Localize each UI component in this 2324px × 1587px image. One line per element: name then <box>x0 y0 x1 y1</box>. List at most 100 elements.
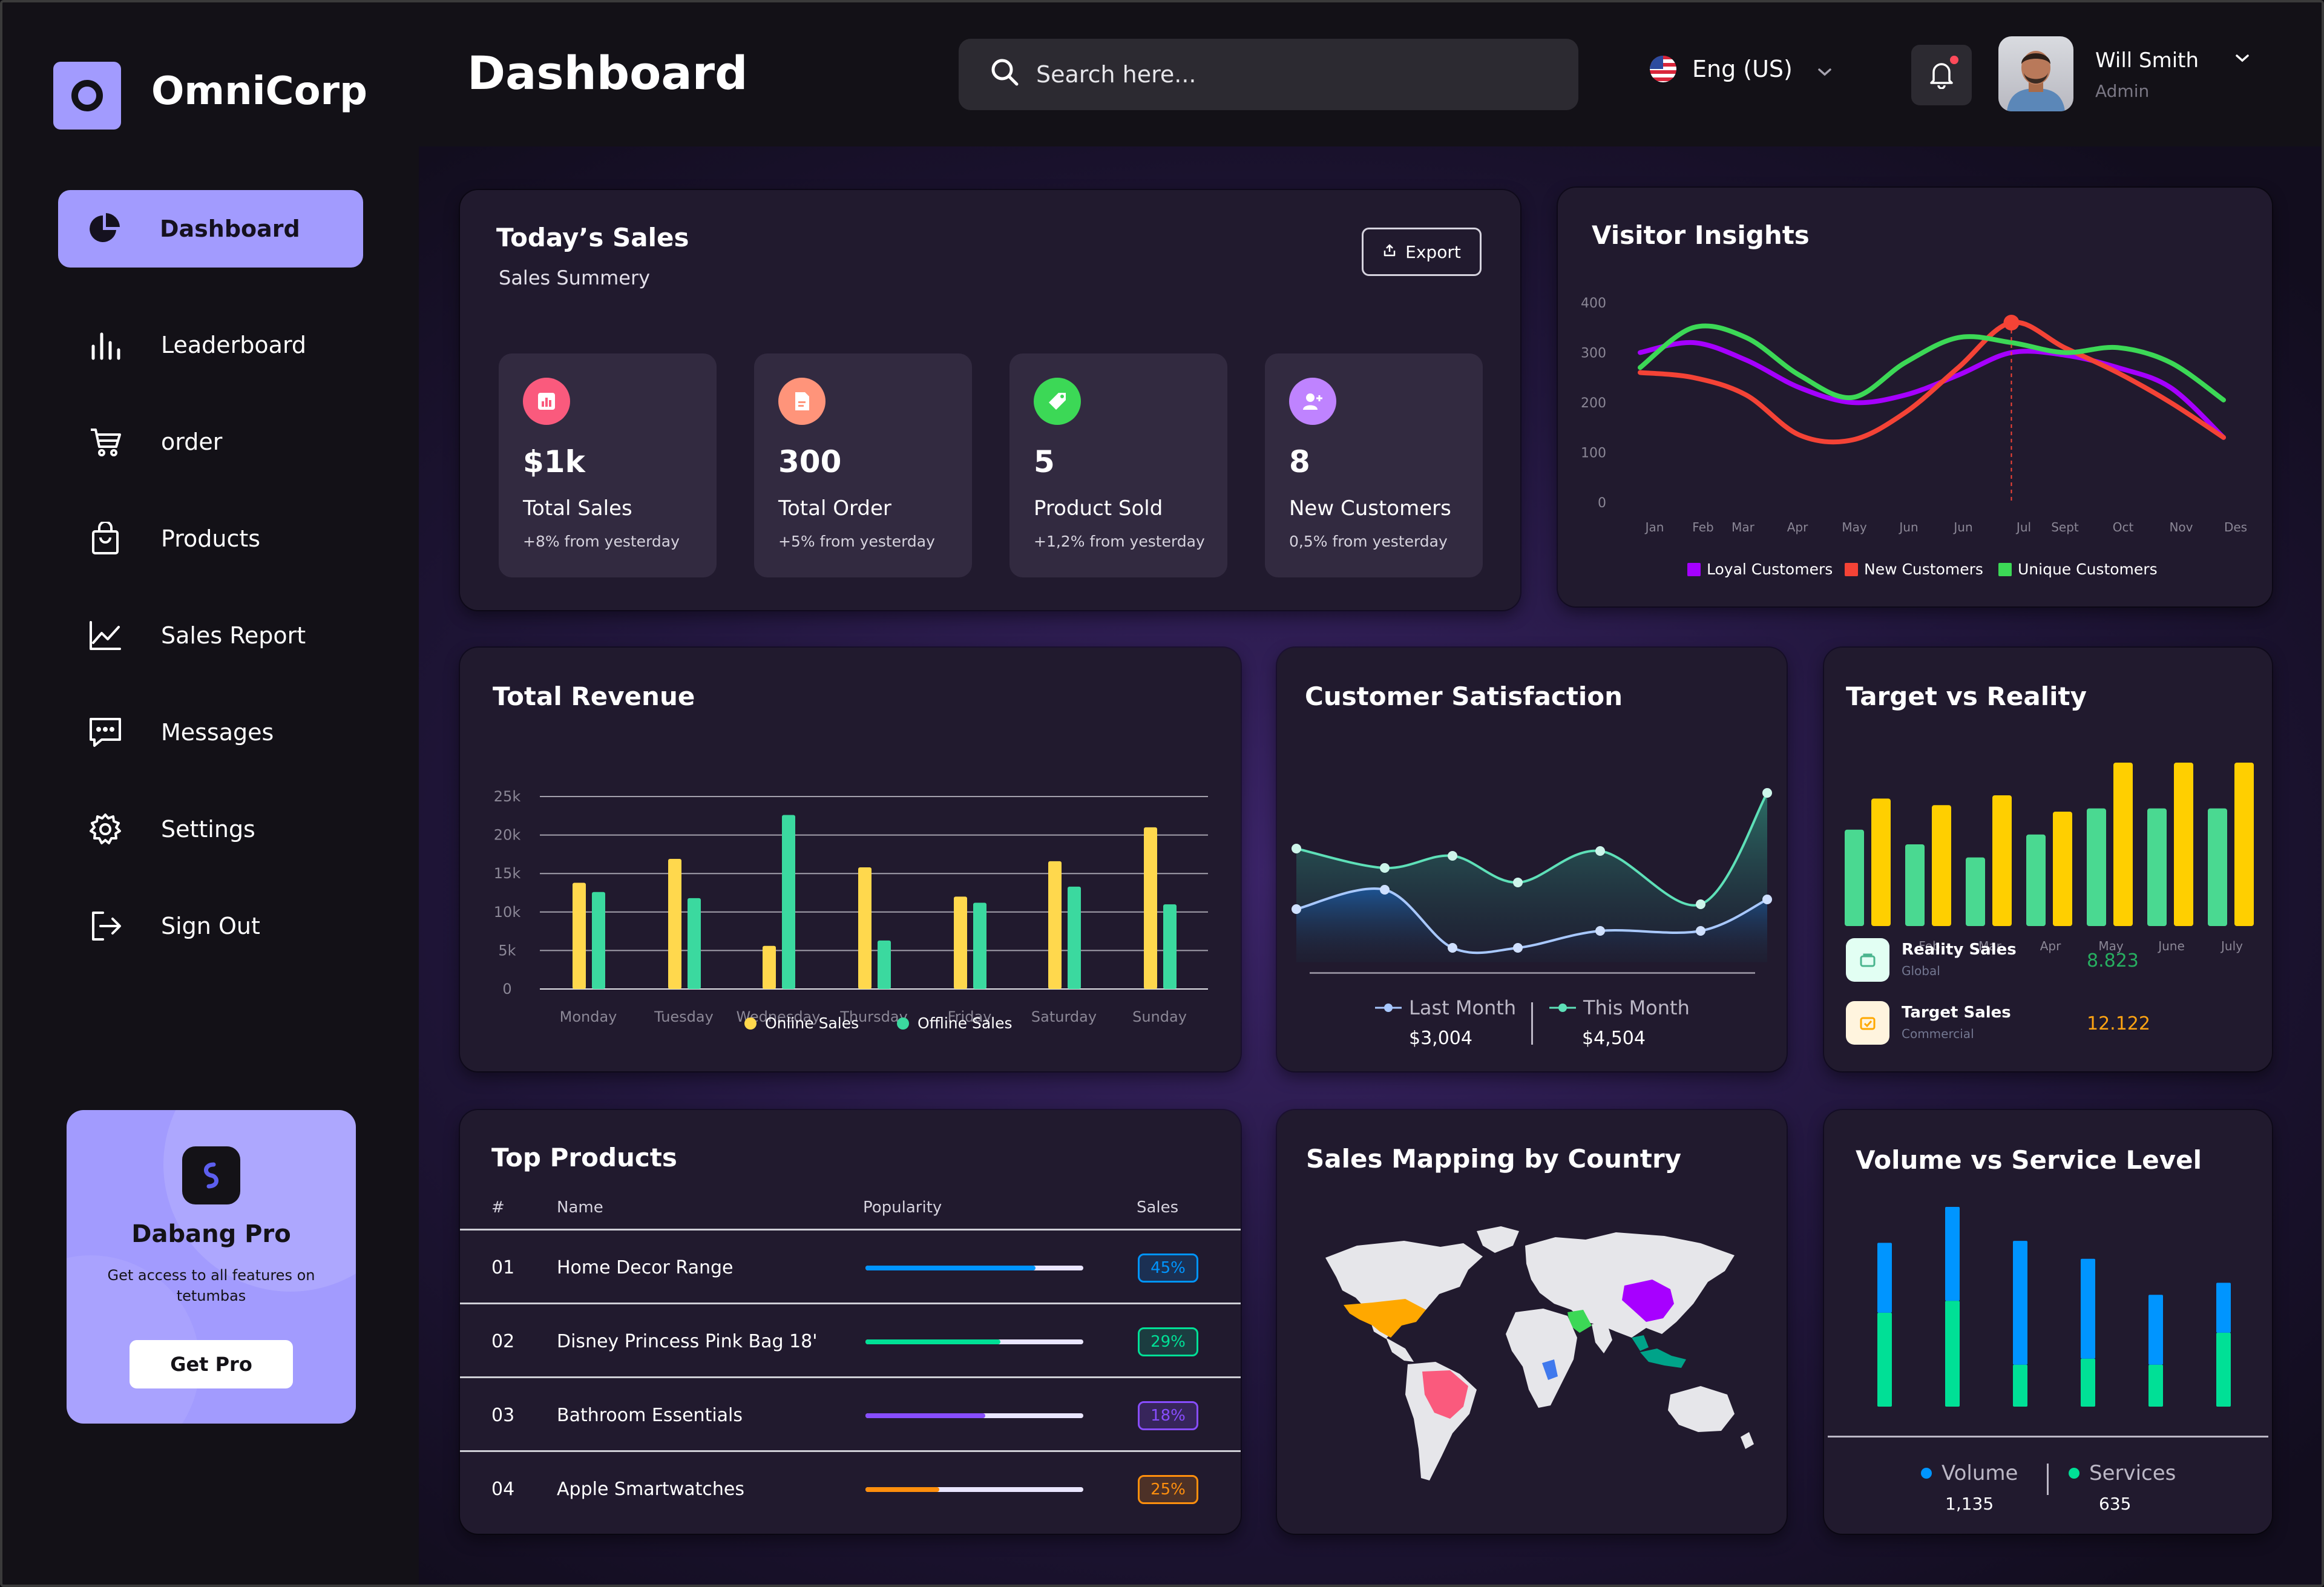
sidebar-item-label: Messages <box>161 719 274 746</box>
stat-change: 0,5% from yesterday <box>1289 533 1448 550</box>
bar <box>1144 827 1157 989</box>
data-point <box>1513 943 1523 953</box>
bar <box>1068 886 1081 989</box>
popularity-bar <box>865 1266 1083 1270</box>
y-tick-label: 25k <box>494 788 521 805</box>
search-input[interactable]: Search here... <box>959 39 1578 110</box>
user-role: Admin <box>2095 81 2150 101</box>
popularity-fill <box>865 1487 940 1492</box>
notifications-button[interactable] <box>1911 45 1972 105</box>
x-tick-label: Tuesday <box>654 1008 714 1025</box>
column-header: Popularity <box>863 1198 942 1217</box>
promo-card: Dabang Pro Get access to all features on… <box>67 1110 356 1424</box>
bar-chart-icon <box>87 327 123 363</box>
card-subtitle: Sales Summery <box>499 266 651 289</box>
row-number: 04 <box>491 1479 515 1500</box>
popularity-fill <box>865 1339 1001 1344</box>
language-selector[interactable]: Eng (US) <box>1650 56 1833 82</box>
stat-tile: 8 New Customers 0,5% from yesterday <box>1265 353 1483 577</box>
y-tick-label: 100 <box>1581 446 1606 461</box>
bar <box>1845 829 1864 926</box>
x-tick-label: Sept <box>2051 520 2079 534</box>
legend-item: New Customers <box>1845 560 1983 578</box>
stat-change: +1,2% from yesterday <box>1034 533 1205 550</box>
stat-value: 300 <box>778 444 842 479</box>
sidebar-item-label: Leaderboard <box>161 332 307 358</box>
card-title: Volume vs Service Level <box>1856 1145 2202 1175</box>
chevron-down-icon <box>1817 56 1833 82</box>
bar <box>1992 795 2012 926</box>
chart-icon <box>523 378 570 425</box>
table-row[interactable]: 04 Apple Smartwatches 25% <box>460 1450 1241 1523</box>
bar <box>973 902 986 989</box>
stat-label: Total Order <box>778 496 891 521</box>
sidebar-item-label: order <box>161 429 223 455</box>
page-title: Dashboard <box>467 46 748 100</box>
x-tick-label: Nov <box>2169 520 2193 534</box>
greenland-region <box>1477 1226 1519 1253</box>
x-tick-label: June <box>2157 939 2185 953</box>
visitor-insights-chart: 400 300 200 100 0 Jan Feb Mar Apr May Jun Jun Jul Sep… <box>1581 296 2247 534</box>
bar <box>2026 834 2046 926</box>
bar-services <box>1945 1301 1960 1407</box>
card-title: Visitor Insights <box>1592 220 1810 250</box>
bar <box>763 945 776 989</box>
legend-item: Unique Customers <box>1998 560 2158 578</box>
sidebar-item-messages[interactable]: Messages <box>58 694 363 771</box>
sidebar-item-settings[interactable]: Settings <box>58 790 363 868</box>
legend-label: Unique Customers <box>2018 560 2158 578</box>
stat-change: +5% from yesterday <box>778 533 935 550</box>
avatar[interactable] <box>1998 36 2073 111</box>
export-button[interactable]: Export <box>1362 228 1482 276</box>
table-row[interactable]: 03 Bathroom Essentials 18% <box>460 1376 1241 1449</box>
australia-region <box>1668 1386 1735 1432</box>
sales-badge: 45% <box>1138 1254 1198 1283</box>
sidebar-item-label: Dashboard <box>160 215 300 242</box>
legend-label: New Customers <box>1864 560 1983 578</box>
y-tick-label: 10k <box>494 904 521 921</box>
cart-icon <box>87 424 123 460</box>
china-region <box>1622 1280 1674 1322</box>
table-row[interactable]: 01 Home Decor Range 45% <box>460 1229 1241 1301</box>
volume-service-card: Volume vs Service Level Volume 1,135 Ser… <box>1824 1110 2272 1534</box>
export-icon <box>1382 242 1397 262</box>
x-tick-label: Jun <box>1952 520 1972 534</box>
document-icon <box>778 378 826 425</box>
sidebar-item-sales-report[interactable]: Sales Report <box>58 597 363 674</box>
last-month-value: $3,004 <box>1409 1028 1472 1049</box>
bar-services <box>2148 1364 2163 1407</box>
bar <box>1871 798 1891 926</box>
popularity-bar <box>865 1413 1083 1418</box>
legend-label: Offline Sales <box>917 1014 1013 1032</box>
sales-mapping-card: Sales Mapping by Country <box>1277 1110 1787 1534</box>
sidebar-item-dashboard[interactable]: Dashboard <box>58 190 363 268</box>
bar <box>878 940 891 989</box>
sidebar-item-order[interactable]: order <box>58 403 363 481</box>
bar-services <box>2216 1332 2231 1407</box>
x-tick-label: Jan <box>1644 520 1664 534</box>
stat-label: New Customers <box>1289 496 1451 521</box>
todays-sales-card: Today’s Sales Sales Summery Export $1k T… <box>460 190 1520 610</box>
sidebar-item-label: Sales Report <box>161 622 306 649</box>
sidebar-item-sign-out[interactable]: Sign Out <box>58 887 363 965</box>
divider <box>1310 972 1755 974</box>
x-tick-label: Jul <box>2015 520 2031 534</box>
popularity-fill <box>865 1266 1036 1270</box>
customer-satisfaction-card: Customer Satisfaction Last Month $3,004 … <box>1277 648 1787 1071</box>
stat-label: Product Sold <box>1034 496 1163 521</box>
sidebar-item-leaderboard[interactable]: Leaderboard <box>58 306 363 384</box>
table-row[interactable]: 02 Disney Princess Pink Bag 18' 29% <box>460 1303 1241 1375</box>
sidebar-item-products[interactable]: Products <box>58 500 363 577</box>
promo-text: Get access to all features on tetumbas <box>107 1267 315 1304</box>
sidebar-item-label: Sign Out <box>161 913 260 939</box>
central-america-region <box>1386 1338 1414 1362</box>
card-title: Target vs Reality <box>1846 682 2087 711</box>
stat-value: $1k <box>523 444 585 479</box>
legend-label: Loyal Customers <box>1707 560 1833 578</box>
x-tick-label: Mar <box>1978 939 2002 953</box>
legend-label: Volume <box>1942 1461 2018 1485</box>
visitor-insights-card: Visitor Insights 400 300 200 100 0 Jan Feb Mar A… <box>1558 188 2272 606</box>
chevron-down-icon[interactable] <box>2234 53 2250 65</box>
bar-services <box>1877 1312 1892 1407</box>
get-pro-button[interactable]: Get Pro <box>130 1340 293 1388</box>
